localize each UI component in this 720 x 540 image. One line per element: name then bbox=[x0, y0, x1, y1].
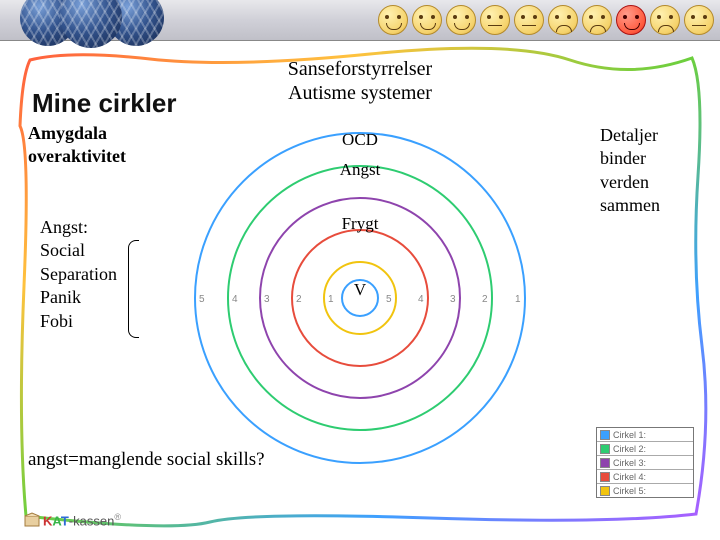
legend-row: Cirkel 2: bbox=[597, 442, 693, 456]
logo-letter: T bbox=[61, 513, 69, 528]
svg-text:5: 5 bbox=[199, 294, 205, 305]
svg-text:5: 5 bbox=[386, 294, 392, 305]
svg-text:4: 4 bbox=[418, 294, 424, 305]
ring-label-frygt: Frygt bbox=[342, 214, 379, 234]
legend-row: Cirkel 5: bbox=[597, 484, 693, 497]
circle-legend: Cirkel 1:Cirkel 2:Cirkel 3:Cirkel 4:Cirk… bbox=[596, 427, 694, 498]
svg-text:3: 3 bbox=[450, 294, 456, 305]
kat-kassen-logo: KAT-kassen® bbox=[24, 512, 121, 528]
box-icon bbox=[24, 512, 40, 528]
ring-label-v: V bbox=[354, 280, 366, 300]
legend-row: Cirkel 4: bbox=[597, 470, 693, 484]
svg-text:4: 4 bbox=[232, 294, 238, 305]
svg-text:3: 3 bbox=[264, 294, 270, 305]
legend-row: Cirkel 3: bbox=[597, 456, 693, 470]
ring-label-ocd: OCD bbox=[342, 130, 378, 150]
svg-text:2: 2 bbox=[482, 294, 488, 305]
decorative-orbs bbox=[20, 4, 170, 36]
registered-icon: ® bbox=[114, 512, 121, 522]
logo-letter: A bbox=[52, 513, 60, 528]
ring-label-angst: Angst bbox=[340, 160, 381, 180]
bottom-question: angst=manglende social skills? bbox=[28, 448, 265, 473]
svg-text:1: 1 bbox=[328, 294, 334, 305]
logo-suffix: -kassen bbox=[69, 513, 115, 528]
svg-text:2: 2 bbox=[296, 294, 302, 305]
logo-letter: K bbox=[43, 513, 52, 528]
svg-text:1: 1 bbox=[515, 294, 521, 305]
slide: Sanseforstyrrelser Autisme systemer Mine… bbox=[0, 0, 720, 540]
legend-row: Cirkel 1: bbox=[597, 428, 693, 442]
